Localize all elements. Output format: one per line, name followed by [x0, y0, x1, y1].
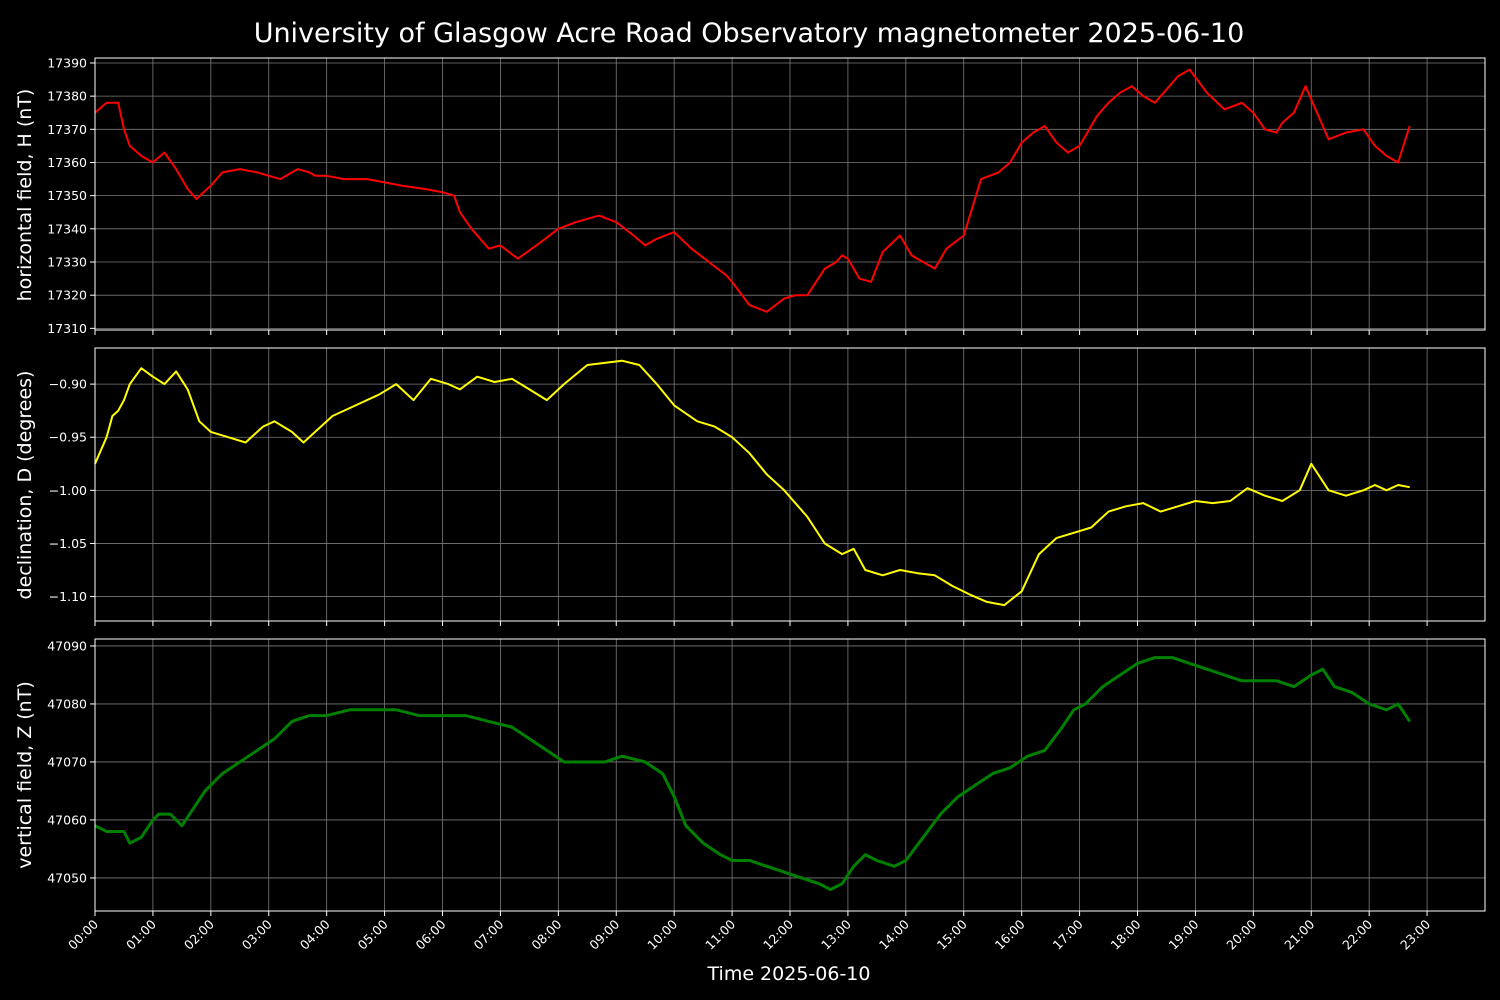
x-axis-title: Time 2025-06-10 [707, 963, 871, 985]
y-axis-title-z: vertical field, Z (nT) [14, 681, 36, 869]
y-tick-label: −1.10 [49, 589, 87, 604]
y-tick-label: 17310 [47, 321, 87, 336]
series-line-h [94, 68, 1411, 313]
y-tick-label: 17340 [47, 221, 87, 236]
panel-frame [94, 57, 1486, 331]
y-tick-label: 17320 [47, 288, 87, 303]
y-tick-label: 47070 [47, 754, 87, 769]
panel-d: −1.10 −1.05 −1.00 −0.95 −0.90 [49, 347, 1486, 626]
series-line-d [94, 359, 1410, 607]
panel-z: 47050 47060 47070 47080 47090 [47, 638, 1486, 916]
panel-h: 17310 17320 17330 17340 17350 17360 17370 17380… [47, 55, 1486, 336]
y-tick-label: −1.00 [49, 483, 87, 498]
panel-frame [94, 347, 1486, 622]
y-tick-label: 47090 [47, 638, 87, 653]
y-tick-label: 17350 [47, 188, 87, 203]
y-tick-label: 17390 [47, 55, 87, 70]
y-tick-label: 17380 [47, 89, 87, 104]
y-tick-label: 47080 [47, 696, 87, 711]
y-axis-title-d: declination, D (degrees) [14, 371, 36, 600]
y-tick-label: 17360 [47, 155, 87, 170]
y-tick-label: −1.05 [49, 536, 87, 551]
y-tick-label: −0.90 [49, 377, 87, 392]
y-tick-label: −0.95 [49, 430, 87, 445]
y-tick-label: 47050 [47, 870, 87, 885]
y-tick-label: 17370 [47, 122, 87, 137]
y-axis-title-h: horizontal field, H (nT) [14, 89, 36, 302]
panel-frame [94, 638, 1486, 912]
series-line-z [94, 656, 1411, 891]
y-tick-label: 47060 [47, 812, 87, 827]
chart-title: University of Glasgow Acre Road Observat… [254, 18, 1245, 49]
y-tick-label: 17330 [47, 255, 87, 270]
